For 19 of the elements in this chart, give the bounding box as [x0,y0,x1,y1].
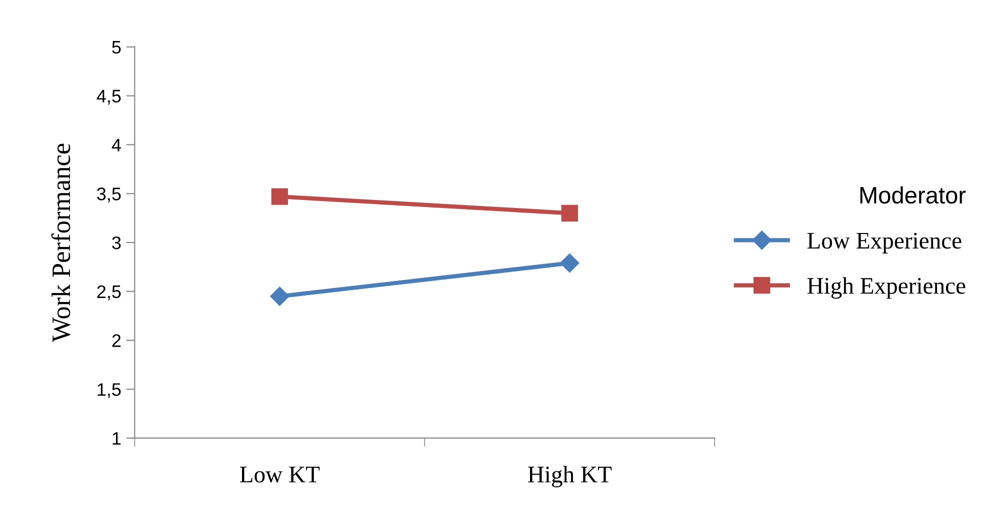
y-tick-label: 1,5 [98,383,121,398]
x-tick-label: High KT [528,466,612,488]
legend-label: Low Experience [807,232,962,254]
legend-title: Moderator [860,186,966,204]
y-tick-label: 3 [112,236,121,250]
y-tick-label: 4,5 [96,90,121,105]
point [561,204,578,222]
point [560,254,580,273]
y-tick-label: 2 [112,334,121,347]
y-tick-label: 5 [112,41,121,54]
y-tick-label: 3,5 [97,188,121,202]
y-tick-label: 4 [112,138,121,152]
y-tick-label: 2,5 [97,285,121,300]
y-tick-label: 1 [112,432,121,445]
x-tick-label: Low KT [240,466,320,482]
point [271,188,288,205]
point [270,286,290,306]
y-axis-title: Work Performance [51,144,70,342]
legend-label: High Experience [807,277,966,299]
